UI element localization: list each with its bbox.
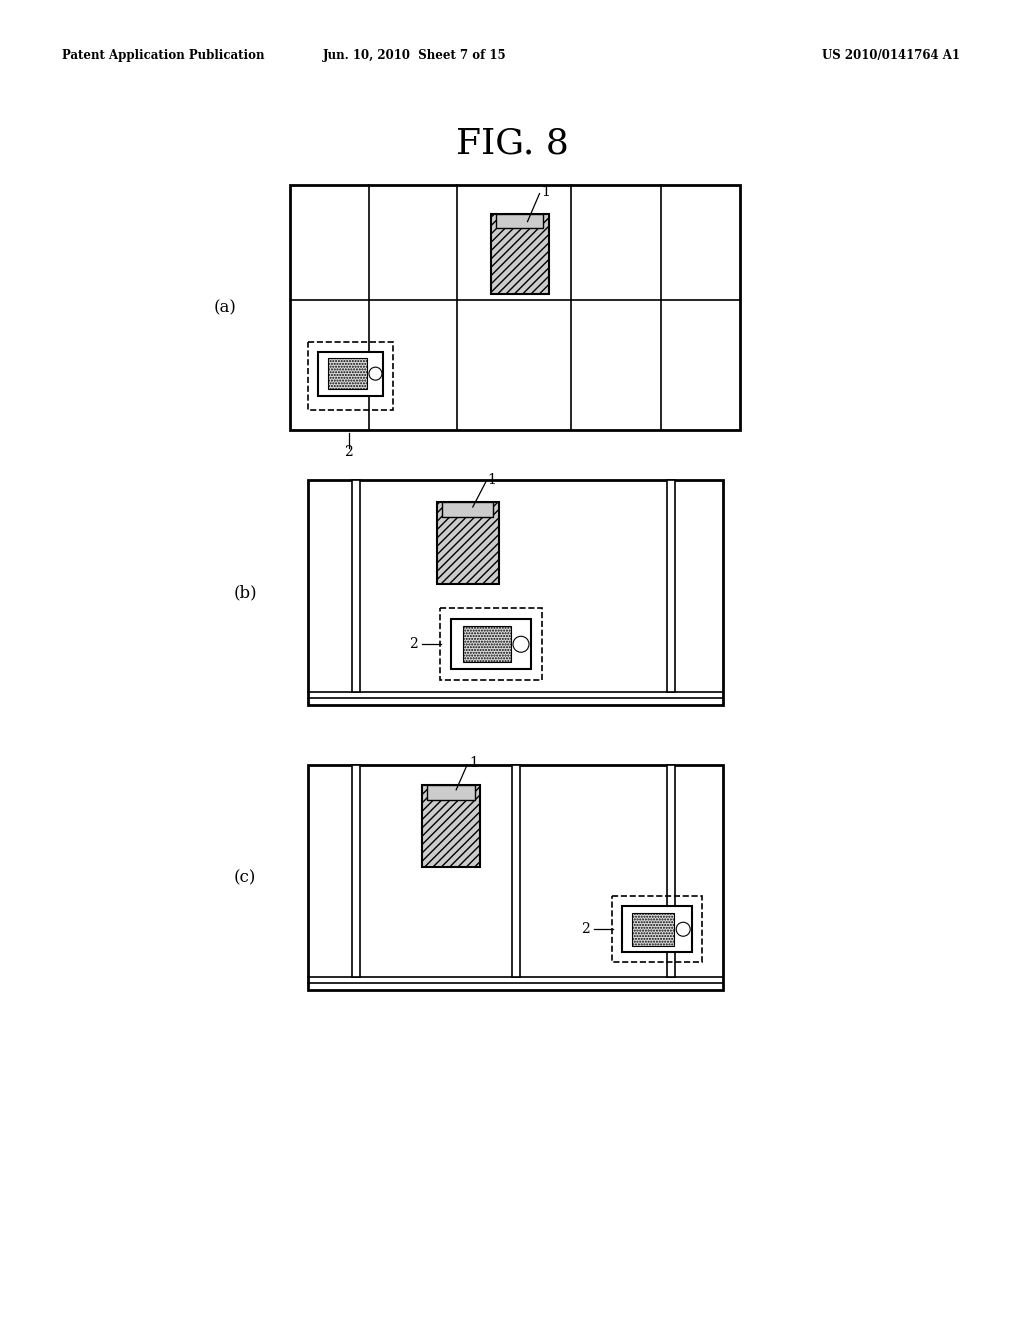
Text: (b): (b) <box>233 583 257 601</box>
Bar <box>308 766 723 990</box>
Bar <box>328 358 367 389</box>
Bar <box>632 912 674 946</box>
Bar <box>496 214 544 228</box>
Bar <box>512 766 519 977</box>
Bar <box>351 766 359 977</box>
Bar <box>611 896 701 962</box>
Bar <box>463 626 511 663</box>
Bar <box>451 619 530 669</box>
Text: 2: 2 <box>409 638 418 651</box>
Text: 1: 1 <box>469 756 478 770</box>
Bar <box>439 609 542 680</box>
Text: Jun. 10, 2010  Sheet 7 of 15: Jun. 10, 2010 Sheet 7 of 15 <box>324 49 507 62</box>
Text: 1: 1 <box>487 473 497 487</box>
Bar <box>422 785 480 867</box>
Text: FIG. 8: FIG. 8 <box>456 125 568 160</box>
Bar <box>351 480 359 692</box>
Bar <box>308 342 393 409</box>
Bar <box>308 480 723 705</box>
Text: Patent Application Publication: Patent Application Publication <box>62 49 264 62</box>
Text: (c): (c) <box>233 869 256 886</box>
Text: US 2010/0141764 A1: US 2010/0141764 A1 <box>822 49 961 62</box>
Bar <box>290 185 740 430</box>
Bar <box>442 502 494 516</box>
Text: 1: 1 <box>542 185 550 198</box>
Bar <box>622 907 691 952</box>
Text: (a): (a) <box>214 300 237 315</box>
Bar <box>427 785 475 800</box>
Text: 2: 2 <box>581 923 590 936</box>
Bar <box>490 214 549 293</box>
Bar <box>318 351 383 396</box>
Bar <box>667 480 675 692</box>
Bar <box>437 502 499 583</box>
Text: 2: 2 <box>344 445 353 459</box>
Bar <box>667 766 675 977</box>
